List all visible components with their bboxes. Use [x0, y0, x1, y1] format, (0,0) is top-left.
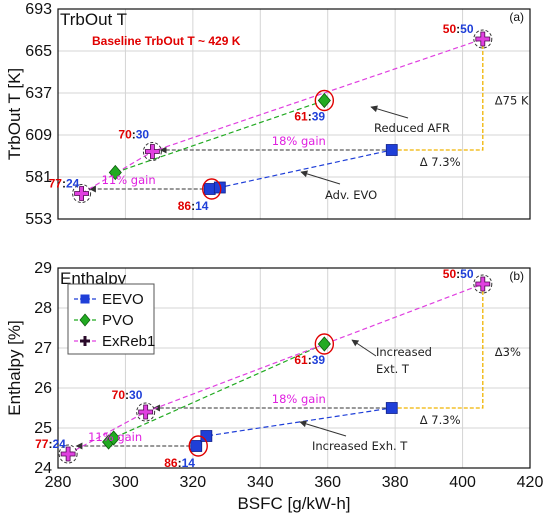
arrow-top-b — [351, 339, 377, 357]
panel-title-b: Enthalpy — [60, 269, 127, 288]
x-axis-label: BSFC [g/kW-h] — [237, 494, 350, 513]
arrow-bottom-a — [300, 170, 341, 185]
plot-frame-b — [57, 267, 531, 469]
highlight-circle-pvo-a — [314, 89, 335, 112]
gain-label-small-a: 11% gain — [102, 173, 156, 187]
arrow-label-bottom-a: Adv. EVO — [325, 188, 377, 202]
marker-exreb1-a-0 — [74, 186, 89, 201]
ratio-label-a-0: 50:50 — [443, 22, 474, 36]
x-tick-label-1: 300 — [112, 474, 139, 491]
arrow-top-a — [370, 105, 409, 119]
delta-horizontal-label-a: Δ 7.3% — [420, 155, 461, 169]
ratio-label-a-1: 61:39 — [294, 110, 325, 124]
highlight-circle-eevo-b — [188, 435, 208, 457]
highlight-circle-exreb1-b-2 — [473, 274, 493, 294]
x-tick-label-4: 360 — [314, 474, 341, 491]
legend-marker-pvo — [79, 313, 91, 327]
y-tick-label-a-4: 665 — [25, 43, 52, 60]
arrow-bottom-b — [299, 420, 347, 437]
x-tick-label-3: 340 — [247, 474, 274, 491]
y-tick-label-b-3: 27 — [34, 340, 52, 357]
marker-pvo-b-1 — [107, 430, 121, 446]
ratio-label-b-3: 77:24 — [35, 437, 66, 451]
marker-eevo-b-1 — [200, 430, 213, 442]
highlight-circle-exreb1-a-1 — [142, 142, 162, 161]
y-tick-label-a-0: 553 — [25, 211, 52, 228]
x-tick-label-6: 400 — [449, 474, 476, 491]
x-tick-label-7: 420 — [517, 474, 544, 491]
arrow-label-top-b-line1: Increased — [376, 345, 432, 359]
y-tick-label-b-0: 24 — [34, 460, 52, 477]
ratio-label-b-1: 61:39 — [294, 353, 325, 367]
y-tick-label-a-3: 637 — [25, 85, 52, 102]
y-tick-label-b-2: 26 — [34, 380, 52, 397]
delta-vertical-label-a: Δ75 K — [495, 94, 529, 108]
highlight-circle-eevo-a — [202, 178, 222, 200]
x-tick-label-2: 320 — [180, 474, 207, 491]
legend-marker-eevo — [80, 294, 90, 304]
x-tick-label-5: 380 — [382, 474, 409, 491]
legend-label-pvo: PVO — [102, 312, 134, 329]
series-line-eevo-a — [209, 149, 392, 190]
delta-connector-b — [391, 284, 484, 409]
marker-eevo-a-0 — [203, 183, 216, 195]
marker-pvo-a-0 — [108, 164, 122, 181]
y-axis-label-b: Enthalpy [%] — [5, 320, 24, 415]
marker-exreb1-b-2 — [475, 276, 491, 292]
marker-pvo-b-2 — [317, 336, 331, 352]
y-tick-label-a-2: 609 — [25, 127, 52, 144]
delta-connector-a — [391, 39, 484, 151]
highlight-circle-exreb1-b-1 — [136, 402, 156, 422]
arrow-label-top-b-line2: Ext. T — [376, 362, 410, 376]
gain-label-large-a: 18% gain — [272, 134, 326, 148]
delta-horizontal-label-b: Δ 7.3% — [420, 413, 461, 427]
y-tick-label-b-5: 29 — [34, 260, 52, 277]
legend-label-exreb1: ExReb1 — [102, 333, 155, 350]
y-tick-label-a-5: 693 — [25, 1, 52, 18]
legend-marker-exreb1 — [80, 336, 90, 346]
y-tick-label-b-4: 28 — [34, 300, 52, 317]
marker-eevo-b-2 — [385, 402, 398, 414]
panel-title-a: TrbOut T — [60, 10, 127, 29]
ratio-label-a-4: 86:14 — [178, 199, 209, 213]
arrow-label-top-a: Reduced AFR — [374, 121, 450, 135]
y-axis-label-a: TrbOut T [K] — [5, 68, 24, 160]
y-tick-label-a-1: 581 — [25, 169, 52, 186]
gain-label-large-b: 18% gain — [272, 392, 326, 406]
ratio-label-b-2: 70:30 — [112, 388, 143, 402]
y-tick-label-b-1: 25 — [34, 420, 52, 437]
highlight-circle-exreb1-a-2 — [473, 29, 493, 49]
series-line-exreb1-a — [81, 38, 483, 195]
ratio-label-a-2: 70:30 — [118, 128, 149, 142]
gain-label-small-b: 11% gain — [88, 430, 142, 444]
marker-exreb1-a-1 — [145, 144, 160, 159]
highlight-circle-pvo-b — [314, 333, 335, 355]
ratio-label-b-0: 50:50 — [443, 267, 474, 281]
baseline-note-a: Baseline TrbOut T ~ 429 K — [92, 34, 241, 48]
panel-label-a: (a) — [509, 10, 524, 24]
arrow-label-bottom-b: Increased Exh. T — [312, 439, 408, 453]
ratio-label-a-3: 77:24 — [49, 177, 80, 191]
highlight-circle-exreb1-a-0 — [72, 184, 92, 203]
x-tick-label-0: 280 — [45, 474, 72, 491]
legend-label-eevo: EEVO — [102, 291, 144, 308]
marker-exreb1-b-0 — [60, 446, 76, 462]
marker-eevo-b-0 — [190, 440, 203, 452]
ratio-label-b-4: 86:14 — [164, 456, 195, 470]
marker-pvo-a-1 — [317, 92, 331, 109]
highlight-circle-exreb1-b-0 — [58, 444, 78, 464]
panel-label-b: (b) — [509, 269, 524, 283]
plot-frame-a — [57, 8, 531, 220]
delta-vertical-label-b: Δ3% — [495, 345, 521, 359]
marker-eevo-a-2 — [385, 144, 398, 156]
marker-exreb1-b-1 — [138, 404, 154, 420]
marker-exreb1-a-2 — [475, 31, 491, 47]
